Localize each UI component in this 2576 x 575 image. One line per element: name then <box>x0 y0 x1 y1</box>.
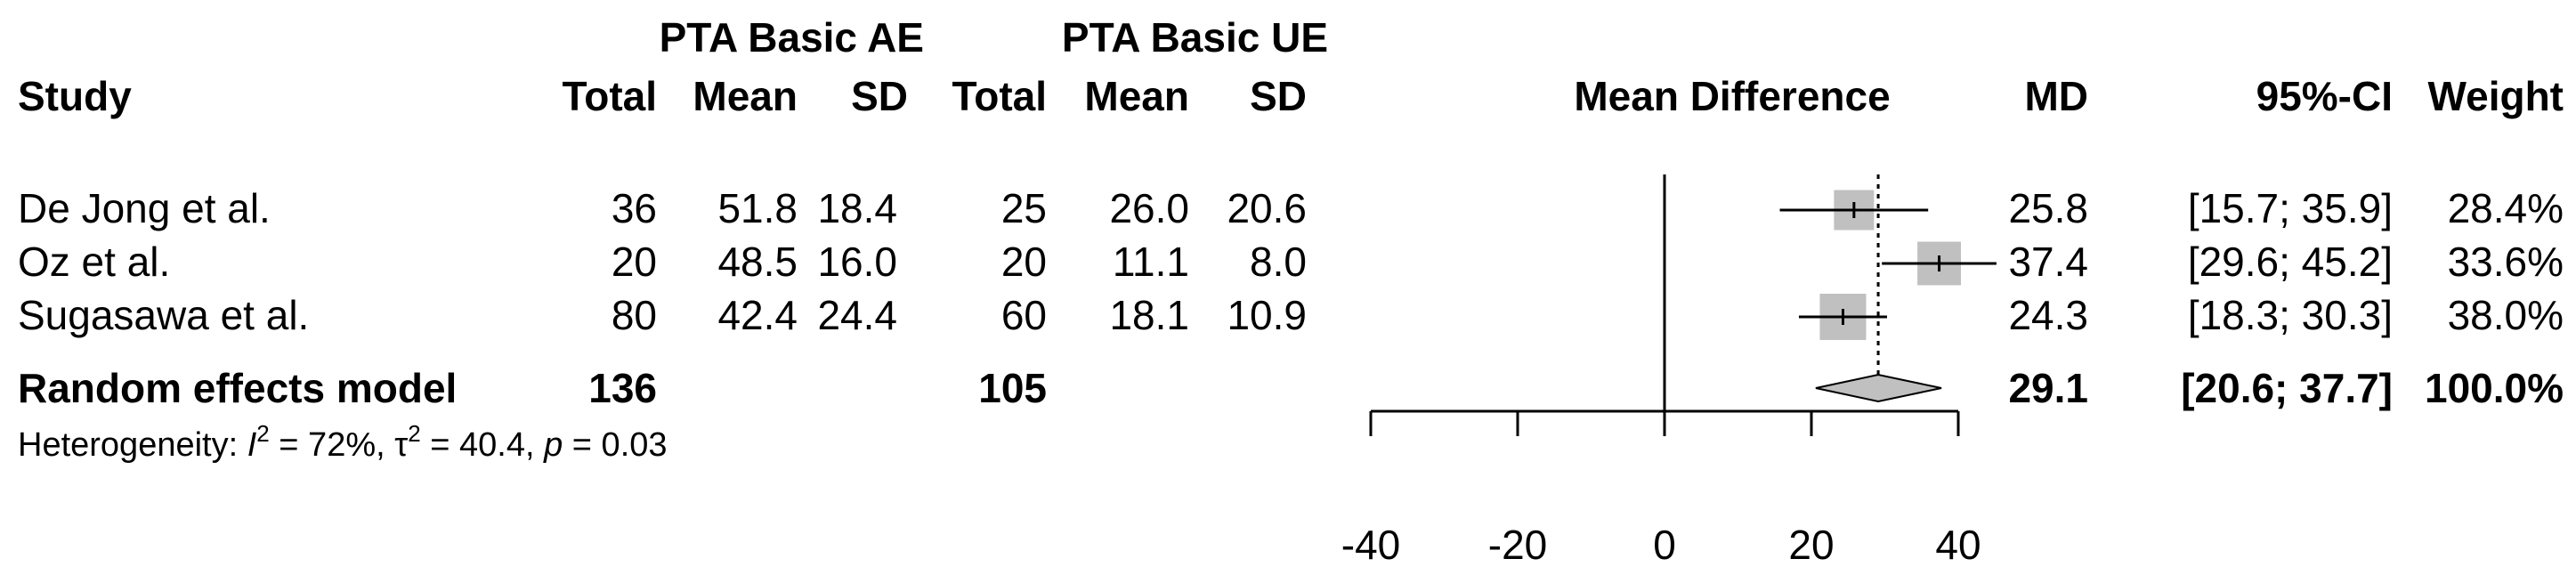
x-tick-label: -40 <box>1341 522 1400 568</box>
col-header-mean-ue: Mean <box>1084 73 1189 119</box>
pooled-name: Random effects model <box>18 365 457 411</box>
group-header-ue: PTA Basic UE <box>1062 14 1328 61</box>
pooled-weight-value: 100.0% <box>2425 365 2564 411</box>
x-tick-label: 40 <box>1935 522 1981 568</box>
ci-value: [18.3; 30.3] <box>2188 292 2393 338</box>
sd-ue: 20.6 <box>1227 185 1307 231</box>
col-header-mean-ae: Mean <box>693 73 798 119</box>
mean-ue: 18.1 <box>1109 292 1189 338</box>
mean-ue: 26.0 <box>1109 185 1189 231</box>
study-name: Oz et al. <box>18 239 170 285</box>
total-ae: 80 <box>612 292 657 338</box>
study-name: De Jong et al. <box>18 185 271 231</box>
total-ae: 20 <box>612 239 657 285</box>
col-header-ci: 95%-CI <box>2256 73 2393 119</box>
ci-value: [15.7; 35.9] <box>2188 185 2393 231</box>
col-header-total-ae: Total <box>563 73 657 119</box>
heterogeneity-text: Heterogeneity: I2 = 72%, τ2 = 40.4, p = … <box>18 420 668 464</box>
x-tick-label: -20 <box>1488 522 1547 568</box>
sd-ue: 10.9 <box>1227 292 1307 338</box>
pooled-total-ae: 136 <box>588 365 657 411</box>
pooled-row: Random effects model 136 105 29.1 [20.6;… <box>18 365 2564 411</box>
sd-ue: 8.0 <box>1250 239 1307 285</box>
md-value: 25.8 <box>2008 185 2088 231</box>
col-header-weight: Weight <box>2428 73 2564 119</box>
col-header-sd-ue: SD <box>1250 73 1307 119</box>
study-row: De Jong et al. 36 51.8 18.4 25 26.0 20.6… <box>18 185 2564 231</box>
ci-value: [29.6; 45.2] <box>2188 239 2393 285</box>
plot-area: -40 -20 0 20 40 <box>1341 174 1997 568</box>
study-name: Sugasawa et al. <box>18 292 309 338</box>
study-row: Sugasawa et al. 80 42.4 24.4 60 18.1 10.… <box>18 292 2564 338</box>
pooled-diamond <box>1815 373 1942 403</box>
col-header-mean-difference: Mean Difference <box>1574 73 1890 119</box>
weight-value: 38.0% <box>2448 292 2564 338</box>
group-header-ae: PTA Basic AE <box>660 14 924 61</box>
total-ue: 60 <box>1001 292 1047 338</box>
pooled-ci-value: [20.6; 37.7] <box>2181 365 2393 411</box>
mean-ae: 51.8 <box>717 185 798 231</box>
x-tick-label: 20 <box>1788 522 1834 568</box>
sd-ae: 18.4 <box>817 185 897 231</box>
pooled-total-ue: 105 <box>978 365 1047 411</box>
col-header-study: Study <box>18 73 132 119</box>
weight-value: 28.4% <box>2448 185 2564 231</box>
mean-ae: 42.4 <box>717 292 798 338</box>
x-tick-label: 0 <box>1653 522 1676 568</box>
mean-ae: 48.5 <box>717 239 798 285</box>
pooled-md-value: 29.1 <box>2008 365 2088 411</box>
total-ue: 25 <box>1001 185 1047 231</box>
mean-ue: 11.1 <box>1113 239 1189 285</box>
total-ue: 20 <box>1001 239 1047 285</box>
total-ae: 36 <box>612 185 657 231</box>
col-header-md: MD <box>2024 73 2088 119</box>
md-value: 37.4 <box>2008 239 2088 285</box>
study-row: Oz et al. 20 48.5 16.0 20 11.1 8.0 37.4 … <box>18 239 2564 285</box>
sd-ae: 16.0 <box>817 239 897 285</box>
md-value: 24.3 <box>2008 292 2088 338</box>
sd-ae: 24.4 <box>817 292 897 338</box>
col-header-sd-ae: SD <box>851 73 908 119</box>
col-header-total-ue: Total <box>952 73 1047 119</box>
weight-value: 33.6% <box>2448 239 2564 285</box>
